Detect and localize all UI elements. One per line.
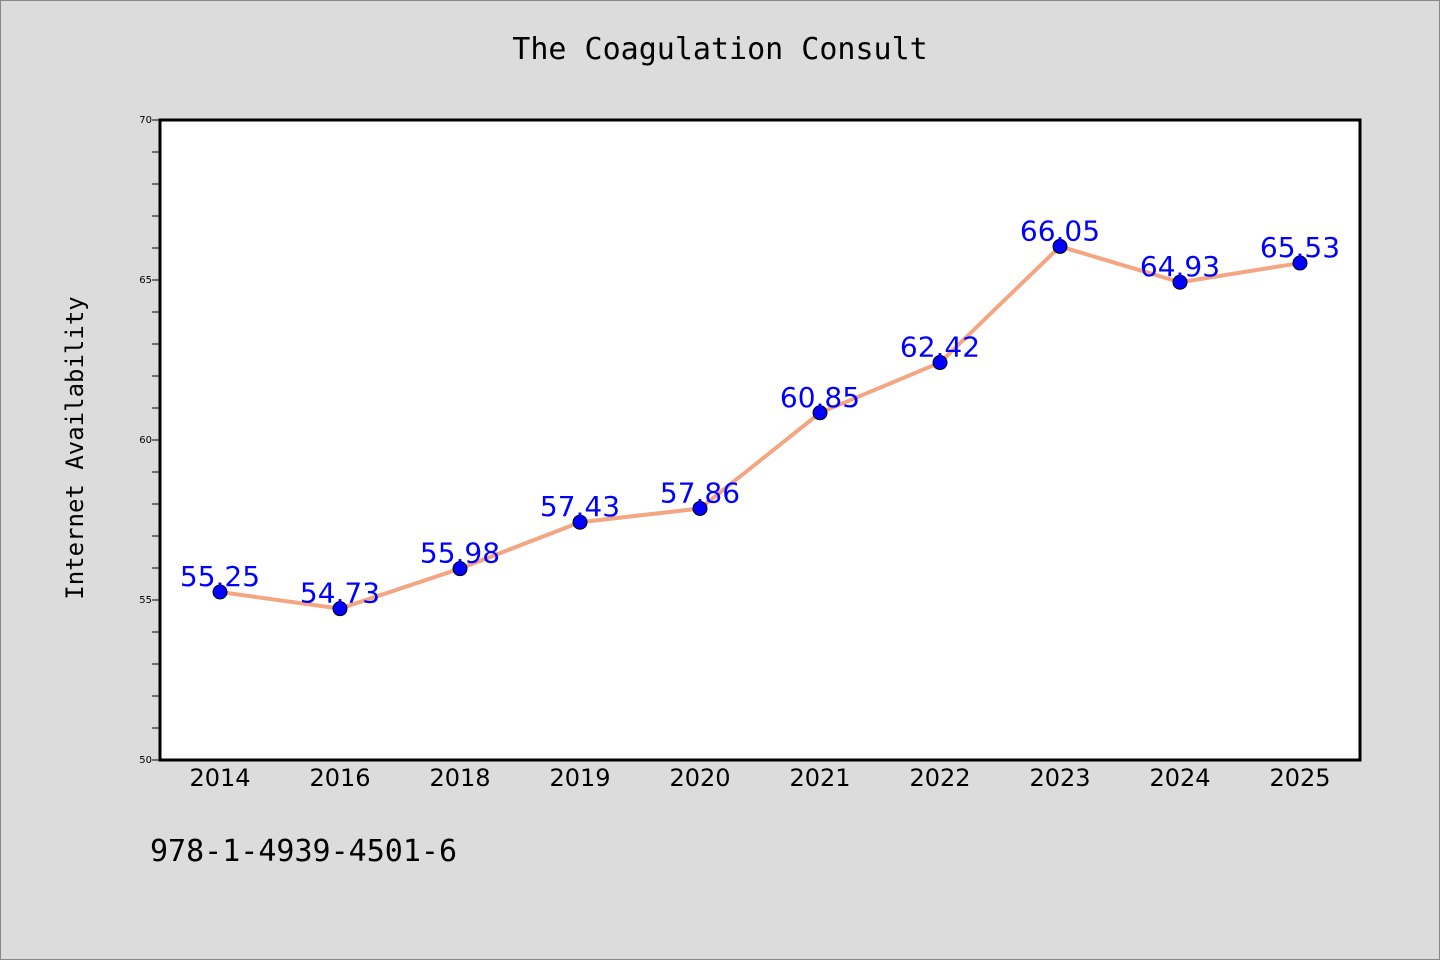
plot-border [158, 118, 1362, 762]
x-tick-label: 2024 [1149, 764, 1210, 792]
data-point [692, 500, 708, 516]
x-tick-label: 2021 [789, 764, 850, 792]
series-markers [212, 238, 1308, 617]
data-labels: 55.25 54.73 55.98 57.43 57.86 60.85 62.42 66.05… [180, 214, 1340, 609]
x-tick-label: 2020 [669, 764, 730, 792]
x-tick-label: 2016 [309, 764, 370, 792]
x-tick-label: 2014 [189, 764, 250, 792]
data-point [812, 405, 828, 421]
y-tick-label: 65 [139, 275, 152, 286]
data-label: 66.05 [1020, 214, 1100, 247]
x-tick-label: 2022 [909, 764, 970, 792]
x-tick-label: 2025 [1269, 764, 1330, 792]
data-label: 65.53 [1260, 231, 1340, 264]
y-tick-label: 70 [139, 115, 152, 126]
data-label: 57.86 [660, 476, 740, 509]
data-label: 55.98 [420, 537, 500, 570]
x-tick-label: 2023 [1029, 764, 1090, 792]
x-tick-labels: 2014 2016 2018 2019 2020 2021 2022 2023 2024 2025 [189, 764, 1330, 792]
data-point [572, 514, 588, 530]
series-line [219, 244, 1301, 611]
data-label: 54.73 [300, 577, 380, 610]
chart-title: The Coagulation Consult [512, 32, 928, 67]
x-tick-label: 2019 [549, 764, 610, 792]
y-ticks: 50 55 60 65 70 [139, 115, 160, 766]
y-tick-label: 55 [139, 595, 152, 606]
data-label: 55.25 [180, 560, 260, 593]
data-point [1172, 274, 1188, 290]
x-tick-label: 2018 [429, 764, 490, 792]
data-label: 57.43 [540, 490, 620, 523]
data-point [452, 561, 468, 577]
y-tick-label: 60 [139, 435, 152, 446]
data-point [1292, 255, 1308, 271]
plot-area [160, 120, 1360, 760]
data-point [1052, 238, 1068, 254]
data-label: 62.42 [900, 331, 980, 364]
data-point [332, 601, 348, 617]
y-tick-label: 50 [139, 755, 152, 766]
data-label: 60.85 [780, 381, 860, 414]
footer-code: 978-1-4939-4501-6 [150, 834, 458, 869]
data-point [932, 355, 948, 371]
data-label: 64.93 [1140, 250, 1220, 283]
data-point [212, 584, 228, 600]
